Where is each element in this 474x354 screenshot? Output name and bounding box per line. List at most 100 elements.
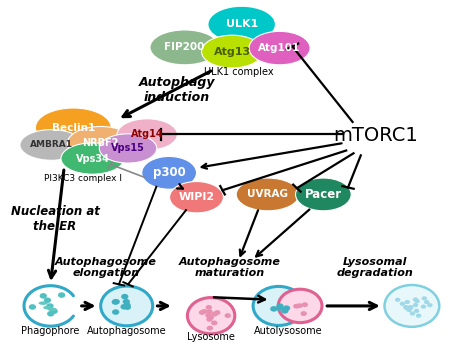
Ellipse shape — [43, 306, 52, 309]
Text: Lysosome: Lysosome — [187, 332, 235, 342]
Circle shape — [404, 300, 410, 304]
Circle shape — [421, 304, 426, 309]
Circle shape — [211, 320, 218, 325]
Circle shape — [206, 317, 213, 322]
Circle shape — [408, 305, 413, 309]
Circle shape — [414, 299, 420, 303]
Text: Atg101: Atg101 — [258, 43, 301, 53]
Text: Atg14: Atg14 — [131, 130, 164, 139]
Text: Atg13: Atg13 — [214, 47, 251, 57]
Circle shape — [276, 305, 283, 311]
Text: Nucleation at
the ER: Nucleation at the ER — [10, 205, 100, 233]
Circle shape — [253, 286, 304, 325]
Ellipse shape — [208, 6, 275, 42]
Ellipse shape — [150, 30, 219, 65]
Circle shape — [278, 289, 322, 322]
Circle shape — [283, 306, 290, 311]
Text: UVRAG: UVRAG — [247, 189, 288, 199]
Circle shape — [422, 296, 427, 301]
Circle shape — [293, 304, 300, 309]
Text: ULK1 complex: ULK1 complex — [204, 68, 273, 78]
Text: Pacer: Pacer — [305, 188, 342, 201]
Text: FIP200: FIP200 — [164, 42, 205, 52]
Circle shape — [408, 306, 414, 310]
Text: AMBRA1: AMBRA1 — [30, 141, 73, 149]
Circle shape — [208, 315, 214, 320]
Circle shape — [225, 313, 231, 318]
Circle shape — [296, 303, 303, 308]
Ellipse shape — [236, 178, 299, 211]
Circle shape — [201, 309, 208, 314]
Circle shape — [123, 299, 130, 304]
Circle shape — [112, 299, 120, 304]
Circle shape — [58, 292, 65, 298]
Ellipse shape — [249, 32, 310, 65]
Circle shape — [400, 302, 405, 306]
Circle shape — [410, 312, 415, 315]
Circle shape — [276, 303, 283, 309]
Text: PI3KC3 complex I: PI3KC3 complex I — [45, 174, 122, 183]
Circle shape — [44, 297, 51, 303]
Circle shape — [395, 298, 401, 302]
Circle shape — [424, 300, 429, 304]
Circle shape — [281, 308, 289, 314]
Ellipse shape — [61, 143, 124, 174]
Ellipse shape — [67, 126, 134, 160]
Ellipse shape — [100, 134, 157, 163]
Text: mTORC1: mTORC1 — [333, 126, 418, 145]
Circle shape — [112, 309, 119, 315]
Circle shape — [29, 304, 36, 310]
Circle shape — [206, 305, 212, 310]
Circle shape — [100, 286, 153, 326]
Ellipse shape — [142, 156, 197, 189]
Circle shape — [51, 308, 58, 314]
Circle shape — [120, 304, 128, 309]
Circle shape — [199, 310, 205, 315]
Circle shape — [111, 299, 119, 305]
Circle shape — [123, 302, 131, 308]
Circle shape — [207, 326, 213, 331]
Ellipse shape — [20, 130, 83, 160]
Text: p300: p300 — [153, 166, 185, 179]
Text: Beclin1: Beclin1 — [52, 122, 95, 132]
Circle shape — [214, 310, 220, 315]
Text: WIPI2: WIPI2 — [178, 192, 215, 202]
Text: ULK1: ULK1 — [226, 19, 258, 29]
Circle shape — [211, 312, 218, 316]
Circle shape — [205, 313, 211, 318]
Ellipse shape — [295, 178, 351, 211]
Ellipse shape — [48, 308, 57, 311]
Circle shape — [46, 303, 54, 309]
Text: Autophagosome
elongation: Autophagosome elongation — [55, 257, 157, 278]
Circle shape — [413, 303, 418, 307]
Ellipse shape — [36, 108, 111, 147]
Text: Lysosomal
degradation: Lysosomal degradation — [337, 257, 414, 278]
Circle shape — [187, 298, 235, 334]
Circle shape — [47, 311, 55, 316]
Circle shape — [403, 305, 409, 309]
Text: Autophagy
induction: Autophagy induction — [138, 76, 215, 104]
Text: Vps34: Vps34 — [75, 154, 109, 164]
Circle shape — [40, 293, 47, 299]
Circle shape — [124, 304, 131, 310]
Text: Autolysosome: Autolysosome — [255, 326, 323, 336]
Circle shape — [406, 308, 412, 312]
Text: Phagophore: Phagophore — [21, 326, 80, 336]
Text: Autophagosome
maturation: Autophagosome maturation — [178, 257, 280, 278]
Circle shape — [384, 285, 439, 327]
Circle shape — [301, 302, 308, 307]
Circle shape — [414, 309, 419, 313]
Ellipse shape — [201, 35, 263, 68]
Circle shape — [416, 314, 421, 318]
Ellipse shape — [170, 182, 223, 213]
Circle shape — [301, 311, 307, 316]
Circle shape — [427, 303, 433, 307]
Circle shape — [121, 294, 128, 299]
Text: Autophagosome: Autophagosome — [87, 326, 166, 336]
Circle shape — [404, 306, 410, 310]
Text: Vps15: Vps15 — [111, 143, 145, 153]
Ellipse shape — [117, 119, 177, 150]
Text: NRBF2: NRBF2 — [82, 138, 119, 148]
Circle shape — [413, 297, 418, 302]
Ellipse shape — [38, 301, 48, 305]
